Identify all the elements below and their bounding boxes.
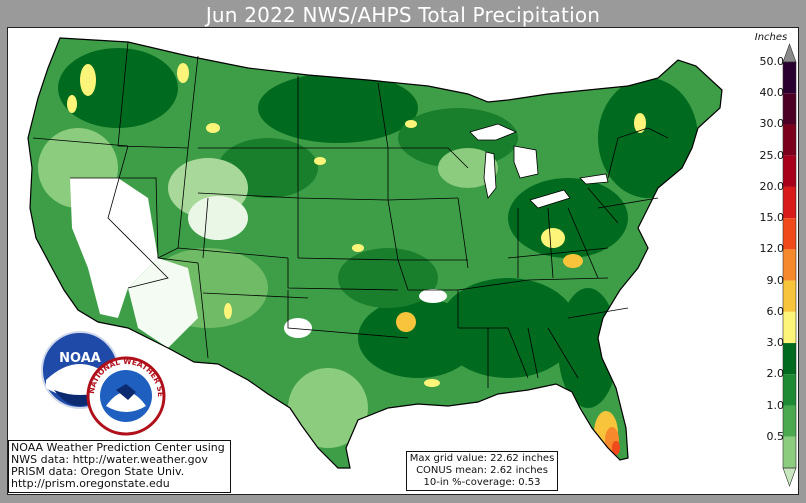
stats-line: 10-in %-coverage: 0.53 <box>423 477 541 488</box>
data-source-line: NOAA Weather Prediction Center using <box>11 441 225 454</box>
legend-swatch <box>783 249 796 281</box>
data-source-box: NOAA Weather Prediction Center using NWS… <box>8 440 231 493</box>
legend-swatch <box>783 186 796 219</box>
legend-swatch <box>783 155 796 187</box>
noaa-logo-text: NOAA <box>59 351 101 366</box>
stats-line: Max grid value: 22.62 inches <box>409 453 555 464</box>
legend-under-arrow <box>782 467 797 487</box>
legend-label: 50.0 <box>759 55 785 68</box>
map-title: Jun 2022 NWS/AHPS Total Precipitation <box>205 3 601 27</box>
state-boundaries <box>32 41 669 388</box>
data-source-line: PRISM data: Oregon State Univ. <box>11 465 185 478</box>
legend-swatch <box>783 280 796 312</box>
data-source-line: http://prism.oregonstate.edu <box>11 477 170 490</box>
precipitation-map: NOAA NATIONAL WEATHER SERVICE <box>7 27 750 495</box>
legend-label: 25.0 <box>759 148 785 162</box>
legend-label: 2.0 <box>766 367 785 381</box>
stats-line: CONUS mean: 2.62 inches <box>416 465 548 476</box>
legend-swatch <box>783 405 796 437</box>
legend-label: 12.0 <box>759 242 785 256</box>
legend-swatch <box>783 62 796 94</box>
legend-over-arrow <box>782 43 797 63</box>
legend-swatch <box>783 436 796 468</box>
legend-label: 1.0 <box>766 398 785 412</box>
great-lakes <box>469 123 609 209</box>
legend-bar-outline <box>782 61 797 469</box>
legend-title: Inches <box>754 32 788 43</box>
legend-label: 20.0 <box>759 179 785 193</box>
legend-swatch <box>783 93 796 125</box>
conus-outline <box>27 37 723 469</box>
legend-swatch <box>783 124 796 156</box>
legend-label: 30.0 <box>759 117 785 131</box>
legend-colorbar <box>782 43 797 487</box>
stats-box: Max grid value: 22.62 inches CONUS mean:… <box>406 451 558 491</box>
legend-label: 6.0 <box>766 304 785 318</box>
legend-swatch <box>783 374 796 406</box>
legend-label: 15.0 <box>759 211 785 225</box>
legend-swatch <box>783 343 796 375</box>
legend-swatch <box>783 311 796 344</box>
data-source-line: NWS data: http://water.weather.gov <box>11 453 208 466</box>
legend-label: 40.0 <box>759 86 785 100</box>
legend-label: 3.0 <box>766 336 785 350</box>
legend-label: 0.5 <box>766 429 785 443</box>
legend: Inches 50.0 40.0 30.0 25.0 20.0 15.0 12.0 9.0 6.… <box>748 27 799 495</box>
us-map-svg: NOAA NATIONAL WEATHER SERVICE <box>8 28 723 469</box>
legend-label: 9.0 <box>766 273 785 287</box>
legend-swatch <box>783 218 796 250</box>
